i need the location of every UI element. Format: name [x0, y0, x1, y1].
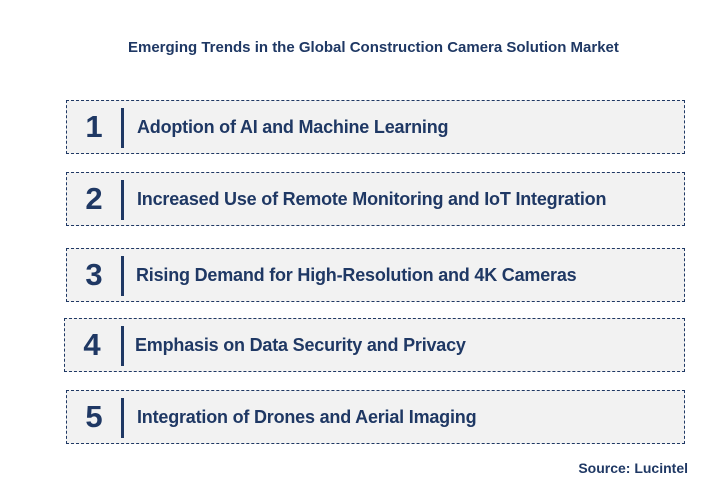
- divider-bar: [121, 180, 124, 220]
- trend-number: 2: [85, 181, 103, 216]
- divider-bar: [121, 256, 124, 296]
- trend-item-4: 4 Emphasis on Data Security and Privacy: [64, 318, 685, 372]
- trend-number: 1: [85, 109, 103, 144]
- trend-item-1: 1 Adoption of AI and Machine Learning: [66, 100, 685, 154]
- trend-number: 5: [85, 399, 103, 434]
- trend-label: Integration of Drones and Aerial Imaging: [137, 407, 477, 427]
- trend-item-5: 5 Integration of Drones and Aerial Imagi…: [66, 390, 685, 444]
- divider-bar: [121, 108, 124, 148]
- trend-number: 3: [85, 257, 103, 292]
- divider-bar: [121, 326, 124, 366]
- trend-item-2: 2 Increased Use of Remote Monitoring and…: [66, 172, 685, 226]
- trend-number: 4: [83, 327, 101, 362]
- divider-bar: [121, 398, 124, 438]
- diagram-title: Emerging Trends in the Global Constructi…: [128, 39, 619, 56]
- trend-label: Adoption of AI and Machine Learning: [137, 117, 449, 137]
- trend-label: Increased Use of Remote Monitoring and I…: [137, 189, 607, 209]
- trend-label: Emphasis on Data Security and Privacy: [135, 335, 466, 355]
- trend-label: Rising Demand for High-Resolution and 4K…: [136, 265, 577, 285]
- source-note: Source: Lucintel: [578, 460, 688, 476]
- trend-item-3: 3 Rising Demand for High-Resolution and …: [66, 248, 685, 302]
